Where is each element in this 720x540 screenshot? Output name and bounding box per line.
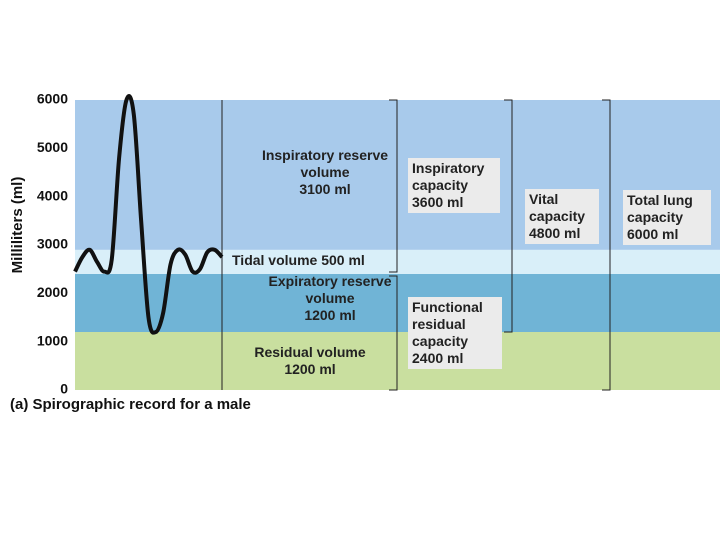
volume-value: 1200 ml (304, 307, 356, 323)
capacity-name: Total lung capacity (627, 192, 693, 225)
capacity-label: Inspiratory capacity 3600 ml (408, 158, 500, 213)
y-tick-label: 1000 (37, 332, 68, 348)
capacity-value: 6000 ml (627, 226, 679, 242)
volume-name: Residual volume (254, 344, 366, 360)
capacity-name: Vital capacity (529, 191, 586, 224)
capacity-value: 2400 ml (412, 350, 464, 366)
capacity-value: 3600 ml (412, 194, 464, 210)
volume-label: Expiratory reserve volume 1200 ml (250, 273, 410, 324)
capacity-bracket (389, 99, 398, 273)
capacity-value: 4800 ml (529, 225, 581, 241)
volume-name: Inspiratory reserve volume (261, 147, 389, 180)
capacity-bracket (389, 275, 398, 391)
capacity-bracket (504, 99, 513, 333)
volume-label: Inspiratory reserve volume 3100 ml (250, 147, 400, 198)
caption: (a) Spirographic record for a male (10, 396, 251, 413)
y-tick-label: 0 (60, 381, 68, 397)
y-axis-label: Milliliters (ml) (9, 177, 26, 274)
volume-value: 500 ml (321, 251, 365, 268)
y-tick-label: 6000 (37, 91, 68, 107)
y-tick-label: 4000 (37, 187, 68, 203)
capacity-label: Vital capacity 4800 ml (525, 189, 599, 244)
volume-label: Tidal volume 500 ml (232, 252, 365, 269)
y-tick-label: 3000 (37, 236, 68, 252)
volume-label: Residual volume 1200 ml (230, 344, 390, 378)
capacity-name: Functional residual capacity (412, 299, 483, 349)
spirogram-trace (73, 94, 224, 335)
capacity-bracket (602, 99, 611, 391)
capacity-name: Inspiratory capacity (412, 160, 485, 193)
volume-value: 3100 ml (299, 181, 351, 197)
y-tick-label: 5000 (37, 139, 68, 155)
volume-name: Expiratory reserve volume (268, 273, 392, 306)
capacity-label: Functional residual capacity 2400 ml (408, 297, 502, 369)
volume-name: Tidal volume (232, 251, 318, 268)
capacity-label: Total lung capacity 6000 ml (623, 190, 711, 245)
volume-value: 1200 ml (284, 361, 336, 377)
y-tick-label: 2000 (37, 284, 68, 300)
